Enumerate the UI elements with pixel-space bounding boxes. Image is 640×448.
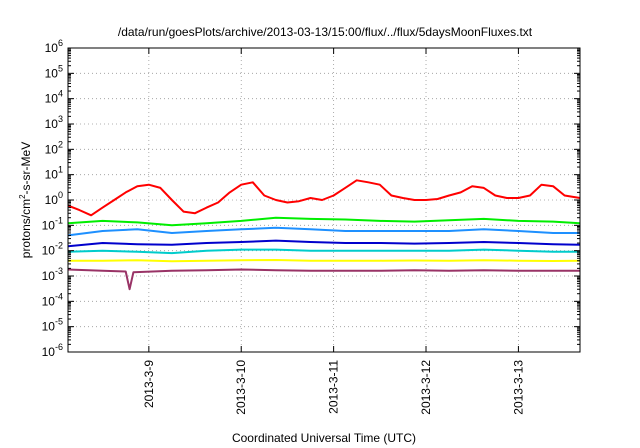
series-line-4 — [67, 239, 581, 248]
x-axis-label: Coordinated Universal Time (UTC) — [232, 431, 416, 445]
x-tick-label: 2013-3-11 — [327, 360, 341, 414]
y-tick-label: 103 — [45, 114, 63, 131]
series-line-7 — [67, 268, 580, 291]
y-axis-label-post: -s-sr-MeV — [19, 142, 33, 195]
x-axis-ticks: 2013-3-9 2013-3-10 2013-3-11 2013-3-12 2013-… — [142, 48, 525, 415]
y-tick-label: 10-2 — [42, 241, 63, 258]
y-tick-label: 10-4 — [42, 291, 63, 308]
y-tick-label: 106 — [45, 38, 63, 55]
series-line-3 — [67, 226, 580, 237]
x-tick-label: 2013-3-12 — [419, 360, 433, 415]
x-tick-label: 2013-3-10 — [234, 360, 248, 415]
series-group — [67, 179, 581, 291]
series-line-2 — [67, 216, 581, 227]
y-tick-label: 100 — [45, 190, 63, 207]
y-tick-label: 102 — [45, 139, 63, 156]
y-axis-label-pre: protons/cm — [19, 199, 33, 258]
x-tick-label: 2013-3-9 — [142, 360, 156, 408]
y-tick-label: 104 — [45, 89, 63, 106]
series-line-6 — [68, 259, 581, 263]
x-tick-label: 2013-3-13 — [511, 360, 525, 415]
y-tick-label: 105 — [45, 63, 63, 80]
y-axis-label: protons/cm2-s-sr-MeV — [18, 142, 33, 258]
chart-title: /data/run/goesPlots/archive/2013-03-13/1… — [118, 25, 533, 39]
y-tick-label: 10-6 — [42, 342, 63, 359]
y-axis-label-sup: 2 — [18, 194, 27, 199]
y-tick-label: 10-5 — [42, 317, 63, 334]
series-line-5 — [67, 248, 580, 255]
series-line-1 — [67, 179, 581, 217]
y-tick-label: 101 — [45, 165, 63, 182]
y-axis-ticks: 10-6 10-5 10-4 10-3 10-2 10-1 100 101 102 103 104 1… — [42, 38, 580, 359]
y-tick-label: 10-1 — [42, 215, 63, 232]
y-tick-label: 10-3 — [42, 266, 63, 283]
